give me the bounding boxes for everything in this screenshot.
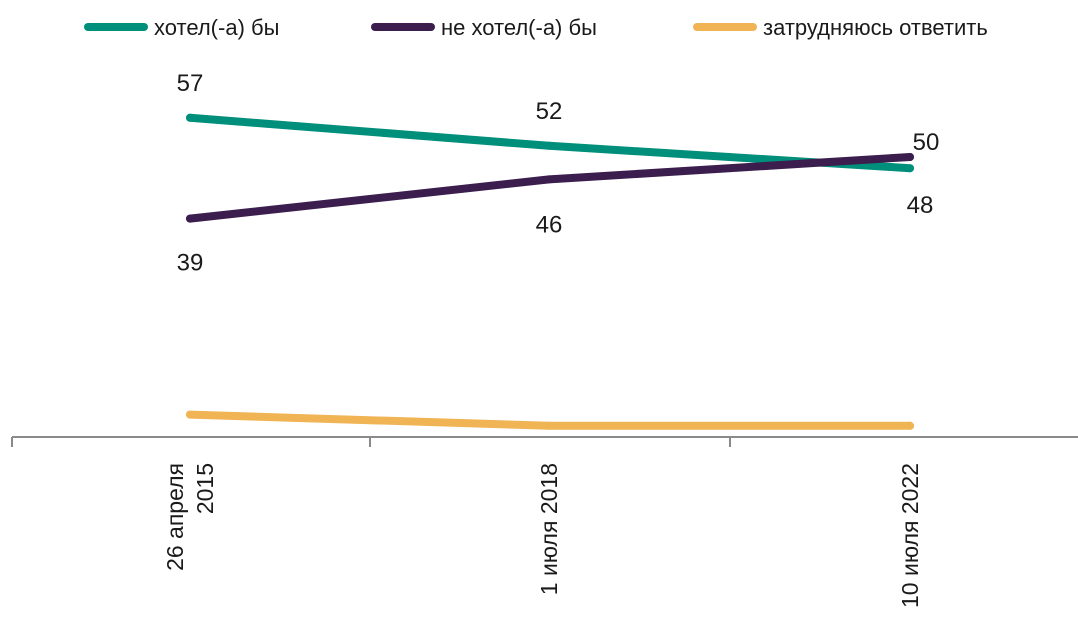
x-tick-label: 10 июля 2022 [897,463,923,608]
legend-label: не хотел(-а) бы [441,15,597,40]
data-point [906,164,914,173]
data-label: 52 [536,98,563,125]
x-axis [11,436,1078,447]
legend: хотел(-а) бы не хотел(-а) бы затрудняюсь о… [84,15,988,40]
data-labels: 57 52 48 39 46 50 [177,70,940,277]
legend-label: затрудняюсь ответить [763,15,988,40]
x-tick-label-line: 10 июля 2022 [897,463,923,608]
x-tick-label: 1 июля 2018 [536,463,562,595]
series-line [186,153,914,223]
data-point [186,410,194,419]
x-tick-labels: 26 апреля 2015 1 июля 2018 10 июля 2022 [162,463,923,608]
data-point [545,421,553,430]
data-label: 48 [907,192,934,219]
data-point [545,141,553,150]
data-point [906,421,914,430]
x-tick-label: 26 апреля 2015 [162,463,218,571]
data-label: 39 [177,250,204,277]
data-point [186,214,194,223]
series-group [186,113,914,430]
data-point [906,153,914,161]
data-label: 46 [536,211,563,238]
x-tick-label-line: 2015 [192,463,218,514]
data-label: 57 [177,70,204,97]
data-point [545,175,553,184]
data-point [186,113,194,122]
x-tick-label-line: 26 апреля [162,463,188,571]
legend-label: хотел(-а) бы [154,15,279,40]
data-label: 50 [913,129,940,156]
x-tick-label-line: 1 июля 2018 [536,463,562,595]
